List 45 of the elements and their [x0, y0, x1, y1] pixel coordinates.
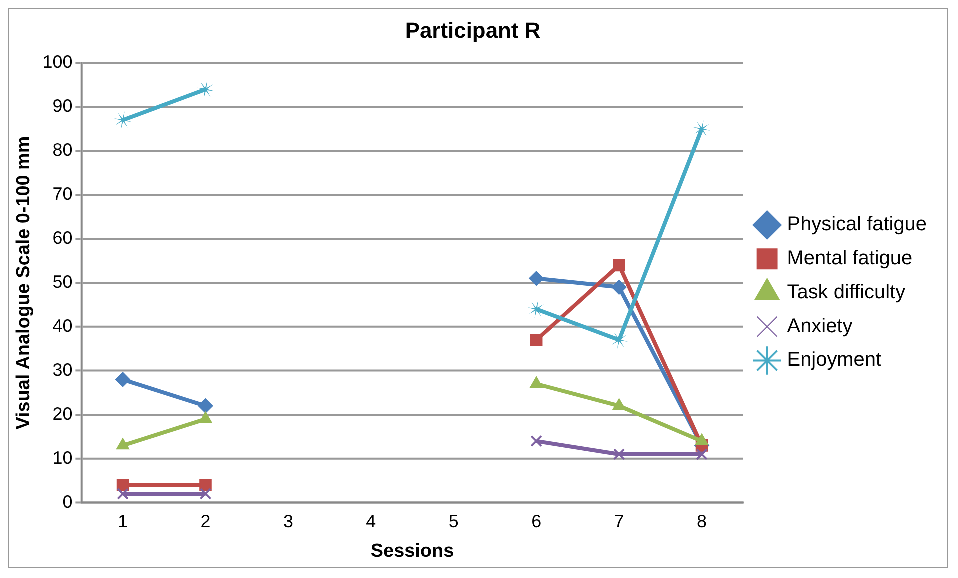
point [116, 372, 131, 388]
y-tick-label: 90 [52, 96, 73, 116]
x-tick-label: 1 [118, 512, 128, 532]
point [530, 334, 543, 346]
point [610, 331, 628, 349]
y-tick-label: 10 [52, 448, 73, 468]
point [528, 300, 546, 318]
x-tick-label: 8 [697, 512, 708, 532]
legend-label: Enjoyment [787, 349, 882, 372]
point [198, 398, 214, 414]
point [696, 448, 708, 460]
point [117, 488, 129, 500]
point [613, 448, 626, 460]
x-tick-label: 7 [614, 512, 624, 532]
y-tick-label: 40 [52, 316, 73, 336]
x-axis-title: Sessions [370, 540, 454, 562]
point [693, 120, 711, 138]
y-tick-label: 20 [52, 404, 73, 424]
point [613, 259, 626, 272]
point [530, 435, 543, 448]
x-tick-label: 5 [448, 512, 459, 532]
x-tick-label: 4 [366, 512, 376, 532]
y-axis-title: Visual Analogue Scale 0-100 mm [14, 136, 35, 430]
point [196, 80, 215, 98]
x-tick-label: 3 [283, 512, 294, 532]
y-tick-label: 50 [52, 272, 73, 292]
legend-label: Physical fatigue [787, 214, 928, 236]
legend-label: Mental fatigue [787, 248, 913, 270]
legend-label: Task difficulty [787, 281, 906, 304]
x-tick-label: 2 [200, 512, 211, 532]
point [529, 271, 544, 286]
point [116, 479, 130, 492]
y-tick-label: 80 [52, 140, 73, 160]
y-tick-label: 60 [52, 228, 73, 248]
x-tick-label: 6 [532, 512, 542, 532]
legend-label: Anxiety [787, 315, 853, 338]
chart-title: Participant R [405, 18, 541, 44]
point [200, 479, 212, 492]
y-tick-label: 70 [52, 184, 73, 204]
point [612, 280, 627, 295]
y-tick-label: 30 [52, 360, 73, 380]
y-tick-label: 100 [42, 52, 73, 72]
y-tick-label: 0 [62, 492, 73, 512]
point [114, 112, 132, 130]
point [200, 488, 212, 500]
